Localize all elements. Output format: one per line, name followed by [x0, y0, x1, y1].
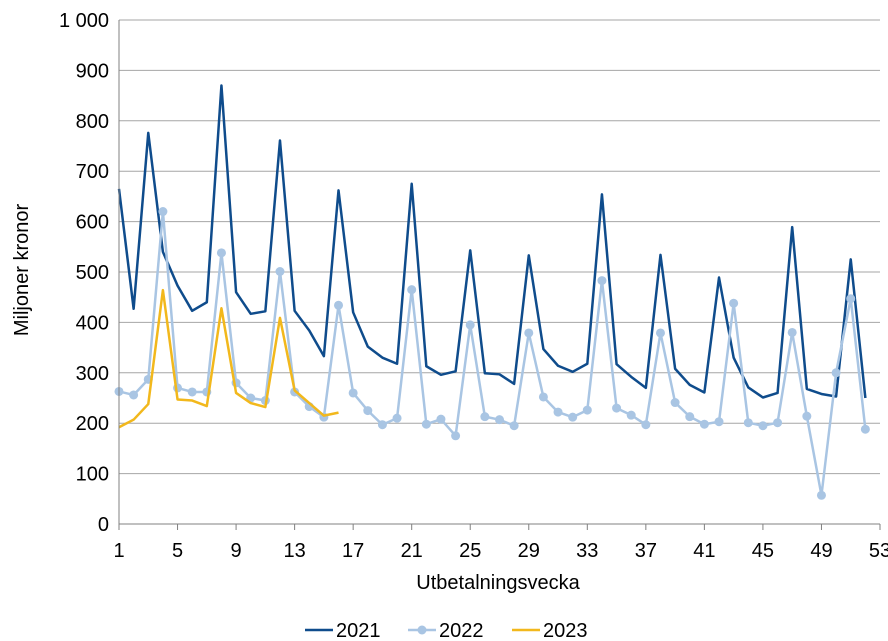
data-point-2022 — [495, 415, 504, 425]
data-point-2022 — [553, 407, 563, 417]
x-tick-label: 9 — [231, 540, 242, 562]
data-point-2022 — [407, 285, 417, 295]
y-tick-label: 600 — [76, 212, 109, 234]
x-tick-label: 41 — [693, 540, 715, 562]
legend: 2021 2022 2023 — [305, 620, 588, 641]
data-point-2022 — [377, 420, 387, 430]
y-tick-label: 0 — [98, 514, 109, 536]
series-line-2022 — [118, 210, 867, 497]
data-point-2022 — [802, 411, 812, 421]
gridlines — [119, 19, 880, 475]
legend-label-2021: 2021 — [336, 620, 381, 641]
data-point-2022 — [816, 490, 826, 500]
y-tick-label: 300 — [76, 363, 109, 385]
y-tick-label: 900 — [76, 60, 109, 82]
y-tick-label: 100 — [76, 464, 109, 486]
data-point-2022 — [714, 417, 724, 427]
data-point-2022 — [216, 248, 226, 258]
series-line-2021 — [117, 84, 867, 399]
data-point-2022 — [729, 298, 739, 308]
data-point-2022 — [846, 294, 856, 304]
y-tick-label: 200 — [76, 413, 109, 435]
data-point-2022 — [524, 328, 534, 338]
data-point-2022 — [465, 320, 475, 330]
data-point-2022 — [773, 418, 783, 428]
x-tick-label: 1 — [113, 540, 124, 562]
x-tick-label: 49 — [810, 540, 832, 562]
data-point-2022 — [612, 403, 622, 413]
data-point-2022 — [363, 406, 373, 416]
data-point-2022 — [597, 276, 607, 286]
data-point-2022 — [685, 412, 695, 422]
data-point-2022 — [699, 419, 709, 429]
data-point-2022 — [158, 207, 168, 217]
x-tick-label: 45 — [752, 540, 774, 562]
data-point-2022 — [451, 431, 461, 441]
data-point-2022 — [758, 421, 768, 431]
axes: 0 100 200 300 400 500 600 700 800 900 1 000 1 5 9 13 17… — [59, 10, 888, 562]
y-tick-label: 700 — [76, 161, 109, 183]
data-point-2022 — [641, 420, 651, 430]
legend-label-2022: 2022 — [439, 620, 484, 641]
data-point-2022 — [655, 328, 665, 338]
data-point-2022 — [582, 405, 592, 415]
x-tick-label: 33 — [576, 540, 598, 562]
series-line-2023 — [118, 288, 339, 429]
data-point-2022 — [743, 418, 753, 428]
data-point-2022 — [860, 424, 870, 434]
y-tick-label: 1 000 — [59, 10, 109, 32]
series-layer — [114, 84, 870, 500]
data-point-2022 — [626, 410, 636, 420]
data-point-2022 — [509, 421, 519, 431]
data-point-2022 — [480, 412, 490, 422]
x-tick-label: 13 — [283, 540, 305, 562]
data-point-2022 — [334, 300, 344, 310]
data-point-2022 — [568, 412, 578, 422]
legend-label-2023: 2023 — [543, 620, 588, 641]
data-point-2022 — [187, 387, 197, 397]
x-tick-label: 37 — [635, 540, 657, 562]
data-point-2022 — [275, 266, 285, 276]
x-tick-label: 17 — [342, 540, 364, 562]
x-tick-label: 29 — [518, 540, 540, 562]
data-point-2022 — [436, 414, 446, 424]
data-point-2022 — [348, 388, 358, 398]
data-point-2022 — [392, 413, 402, 423]
data-point-2022 — [670, 398, 680, 408]
data-point-2022 — [831, 368, 841, 378]
y-tick-label: 500 — [76, 262, 109, 284]
data-point-2022 — [129, 390, 139, 400]
legend-marker-2022 — [417, 625, 427, 635]
data-point-2022 — [538, 392, 548, 402]
y-tick-label: 800 — [76, 111, 109, 133]
data-point-2022 — [421, 419, 431, 429]
x-tick-label: 5 — [172, 540, 183, 562]
y-axis-title: Miljoner kronor — [11, 204, 33, 337]
x-tick-label: 53 — [869, 540, 888, 562]
x-axis-title: Utbetalningsvecka — [416, 572, 580, 594]
y-tick-label: 400 — [76, 312, 109, 334]
x-tick-label: 25 — [459, 540, 481, 562]
data-point-2022 — [787, 327, 797, 337]
x-tick-label: 21 — [401, 540, 423, 562]
